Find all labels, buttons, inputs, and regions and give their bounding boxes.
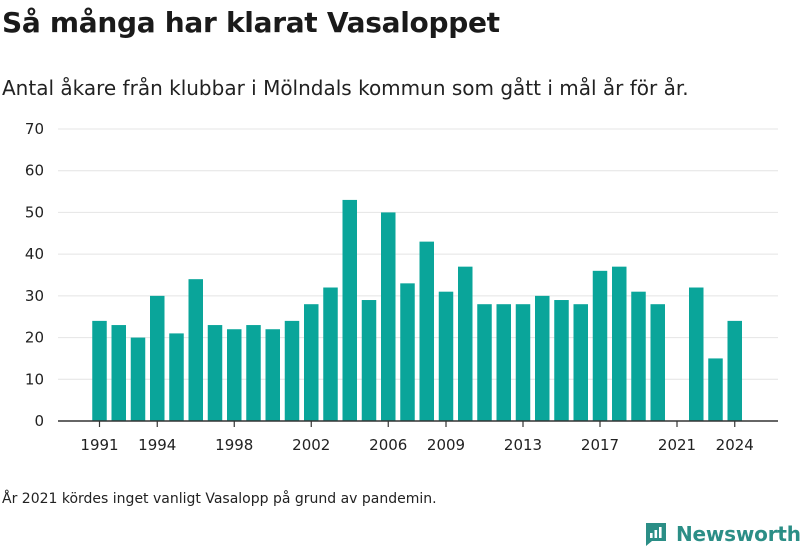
chart-title: Så många har klarat Vasaloppet: [2, 6, 500, 39]
bar-2018: [612, 266, 627, 421]
bar-2003: [323, 287, 338, 421]
bar-2017: [592, 270, 608, 421]
bar-2006: [381, 212, 396, 421]
x-tick-label: 2009: [427, 436, 465, 454]
x-tick-label: 2006: [369, 436, 407, 454]
bar-2013: [515, 304, 531, 421]
footnote: År 2021 kördes inget vanligt Vasalopp på…: [2, 491, 437, 507]
x-tick-label: 2021: [658, 436, 696, 454]
x-tick-label: 1994: [138, 436, 176, 454]
bar-2008: [419, 241, 434, 421]
bar-2016: [573, 304, 588, 421]
bar-2024: [727, 320, 742, 421]
brand-name: Newsworthy: [676, 522, 800, 546]
bar-2020: [650, 304, 665, 421]
y-tick-label: 40: [25, 245, 44, 263]
bar-2007: [400, 283, 415, 421]
y-tick-label: 20: [25, 329, 44, 347]
bar-1993: [130, 337, 146, 421]
x-tick-label: 2002: [292, 436, 330, 454]
bar-1998: [227, 329, 242, 421]
x-tick-label: 1998: [215, 436, 253, 454]
bar-2002: [304, 304, 319, 421]
bar-2011: [477, 304, 492, 421]
brand-logo: Newsworthy: [644, 518, 800, 550]
bars: [92, 199, 742, 421]
x-tick-label: 1991: [80, 436, 118, 454]
y-tick-label: 60: [25, 162, 44, 180]
x-axis-ticks: 1991 1994 1998 2002 2006 2009 2013 2017 2021 2024: [80, 421, 754, 454]
y-tick-label: 70: [25, 120, 44, 138]
bar-2005: [361, 300, 377, 421]
bar-2022: [689, 287, 704, 421]
bar-1991: [92, 320, 107, 421]
bar-2009: [438, 291, 454, 421]
newsworthy-logo-icon: [646, 523, 666, 546]
y-tick-label: 50: [25, 203, 44, 221]
y-tick-label: 30: [25, 287, 44, 305]
chart-subtitle: Antal åkare från klubbar i Mölndals komm…: [2, 76, 689, 100]
bar-2023: [708, 358, 723, 421]
bar-1992: [111, 325, 126, 421]
bar-chart: 0 10 20 30 40 50 60 70 1991 1994 1998 2002 2006 2009…: [25, 120, 778, 454]
bar-2010: [458, 266, 473, 421]
bar-2015: [554, 300, 569, 421]
bar-1994: [150, 295, 165, 421]
bar-2012: [496, 304, 511, 421]
bar-2004: [342, 199, 357, 421]
bar-1995: [169, 333, 184, 421]
bar-2019: [631, 291, 646, 421]
x-tick-label: 2024: [716, 436, 754, 454]
bar-2000: [265, 329, 280, 421]
bar-2014: [535, 295, 550, 421]
gridlines: [58, 128, 778, 380]
bar-1999: [246, 325, 261, 421]
bar-1996: [188, 279, 203, 421]
bar-2001: [284, 320, 300, 421]
y-tick-label: 0: [34, 412, 44, 430]
x-tick-label: 2013: [504, 436, 542, 454]
x-tick-label: 2017: [581, 436, 619, 454]
y-axis-tick-labels: 0 10 20 30 40 50 60 70: [25, 120, 44, 430]
bar-1997: [207, 325, 223, 421]
y-tick-label: 10: [25, 370, 44, 388]
